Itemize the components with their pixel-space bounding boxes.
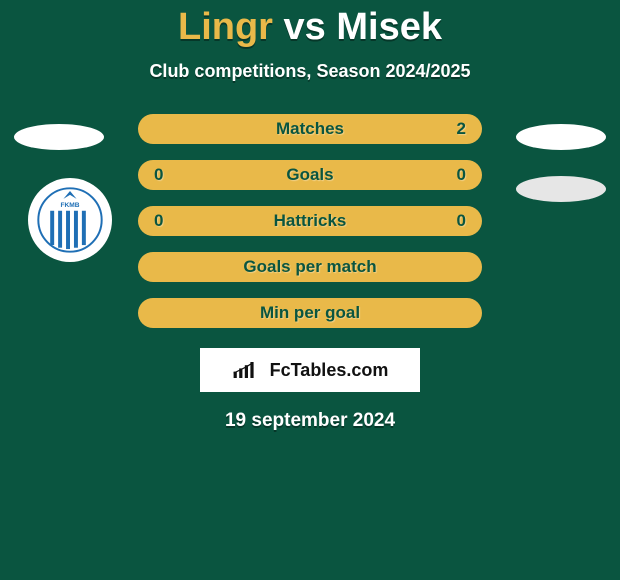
right-decor-1	[516, 124, 606, 150]
stat-label: Goals per match	[243, 257, 376, 277]
stat-label: Goals	[286, 165, 333, 185]
stats-panel: Matches 2 0 Goals 0 0 Hattricks 0 Goals …	[138, 114, 482, 328]
branding-text: FcTables.com	[270, 360, 389, 381]
stat-right-value: 2	[454, 119, 466, 139]
stat-label: Min per goal	[260, 303, 360, 323]
date-text: 19 september 2024	[0, 410, 620, 432]
stat-label: Hattricks	[274, 211, 347, 231]
club-badge: FKMB	[28, 178, 112, 262]
vs-text: vs	[284, 6, 326, 48]
player1-name: Lingr	[178, 6, 273, 48]
stat-right-value: 0	[454, 211, 466, 231]
stat-label: Matches	[276, 119, 344, 139]
stat-left-value: 0	[154, 165, 166, 185]
stat-row-min-per-goal: Min per goal	[138, 298, 482, 328]
page-title: Lingr vs Misek	[0, 0, 620, 49]
stat-row-goals: 0 Goals 0	[138, 160, 482, 190]
stat-row-goals-per-match: Goals per match	[138, 252, 482, 282]
stat-right-value: 0	[454, 165, 466, 185]
player2-name: Misek	[336, 6, 442, 48]
club-badge-icon: FKMB	[37, 187, 103, 253]
subtitle: Club competitions, Season 2024/2025	[0, 61, 620, 82]
stat-row-matches: Matches 2	[138, 114, 482, 144]
stat-left-value: 0	[154, 211, 166, 231]
left-decor-1	[14, 124, 104, 150]
branding-box: FcTables.com	[200, 348, 420, 392]
stat-row-hattricks: 0 Hattricks 0	[138, 206, 482, 236]
right-decor-2	[516, 176, 606, 202]
bar-chart-icon	[232, 360, 264, 380]
svg-text:FKMB: FKMB	[60, 202, 79, 209]
